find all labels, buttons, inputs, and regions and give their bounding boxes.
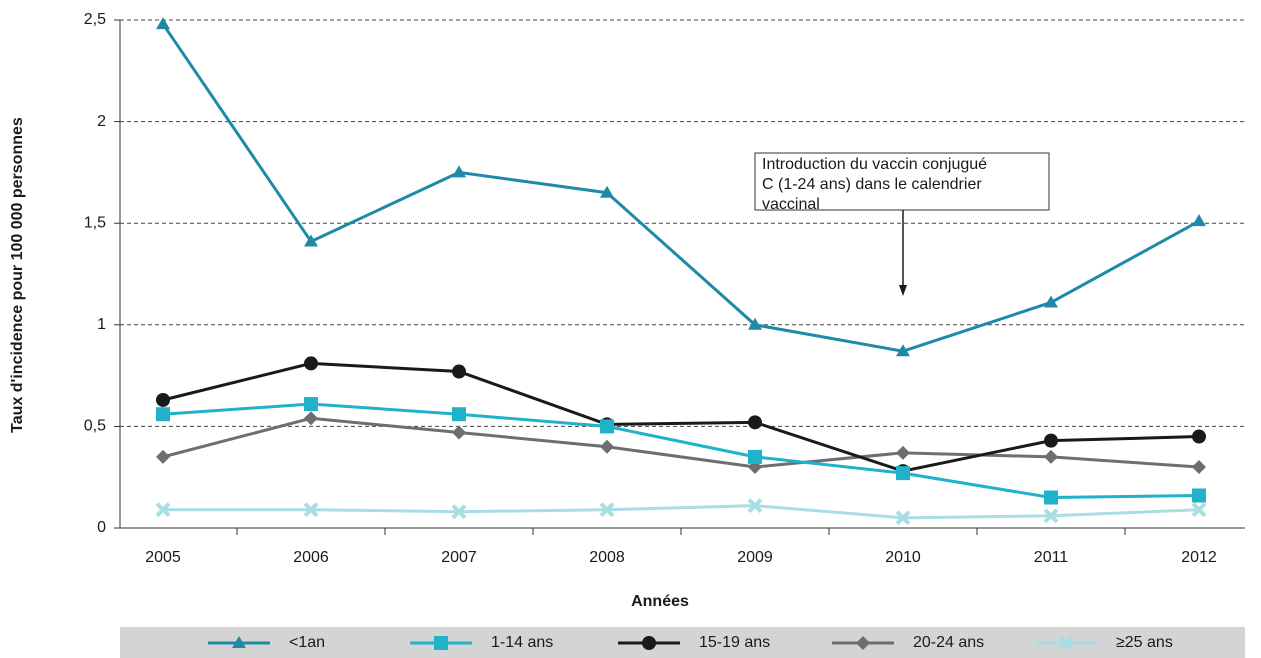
x-tick-label: 2009 [737,549,773,566]
marker [1044,433,1058,448]
marker [896,445,910,460]
y-axis-label: Taux d'incidence pour 100 000 personnes [9,117,26,433]
marker [1192,488,1206,503]
y-tick-label: 2,5 [84,11,106,28]
marker [748,415,762,430]
annotation-text: Introduction du vaccin conjugué [762,156,987,173]
marker [452,425,466,440]
marker [748,317,762,330]
marker [156,407,170,422]
marker [155,502,171,518]
y-tick-label: 1,5 [84,214,106,231]
x-tick-label: 2008 [589,549,625,566]
series-line [162,402,1200,500]
y-tick-label: 2 [97,113,106,130]
marker [304,397,318,412]
marker [747,498,763,514]
marker [434,636,448,650]
marker [1192,429,1206,444]
x-axis-label: Années [631,593,689,610]
marker [642,636,656,650]
series-line [161,23,1200,353]
x-tick-label: 2010 [885,549,921,566]
marker [895,510,911,526]
marker [600,185,614,198]
legend-label: 20-24 ans [913,634,984,651]
marker [599,502,615,518]
x-tick-label: 2005 [145,549,181,566]
marker [452,407,466,422]
legend-item: ≥25 ans [1035,634,1173,651]
marker [303,502,319,518]
marker [1044,490,1058,505]
legend-label: <1an [289,634,325,651]
legend-item: 15-19 ans [618,634,770,651]
x-tick-label: 2011 [1034,549,1069,566]
marker [1192,214,1206,227]
marker [600,439,614,454]
marker [1058,635,1074,651]
marker [156,17,170,30]
marker [748,449,762,464]
legend-label: 15-19 ans [699,634,770,651]
legend-label: ≥25 ans [1116,634,1173,651]
legend-label: 1-14 ans [491,634,553,651]
y-tick-label: 1 [97,316,106,333]
marker [1192,460,1206,475]
annotation-text: C (1-24 ans) dans le calendrier [762,176,982,193]
marker [600,419,614,434]
marker [156,392,170,407]
marker [896,466,910,481]
legend-item: <1an [208,634,325,651]
annotation-text: vaccinal [762,196,820,213]
legend-item: 20-24 ans [832,634,984,651]
marker [1043,508,1059,524]
marker [1044,449,1058,464]
x-tick-label: 2006 [293,549,329,566]
marker [451,504,467,520]
y-tick-label: 0 [97,519,106,536]
series-line [162,361,1200,473]
x-tick-label: 2012 [1181,549,1217,566]
series-line [162,416,1200,469]
marker [304,411,318,426]
marker [304,234,318,247]
marker [452,364,466,379]
marker [1044,295,1058,308]
marker [452,165,466,178]
y-tick-label: 0,5 [84,418,106,435]
marker [156,449,170,464]
marker [1191,502,1207,518]
marker [896,344,910,357]
annotation-box [754,152,1050,211]
annotation-arrowhead [899,285,907,296]
series-line [163,504,1200,520]
x-tick-label: 2007 [441,549,477,566]
marker [304,356,318,371]
legend-item: 1-14 ans [410,634,553,651]
marker [856,636,870,650]
marker [232,636,246,648]
